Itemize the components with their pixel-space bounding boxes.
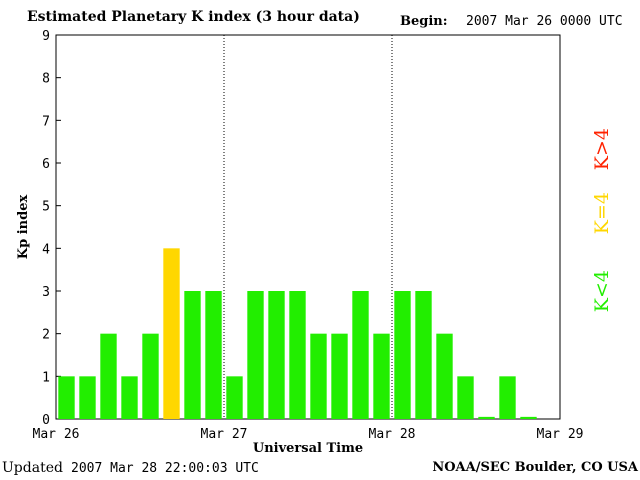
source-credit: NOAA/SEC Boulder, CO USA bbox=[432, 460, 638, 475]
legend-k-greater-4: K>4 bbox=[591, 128, 613, 171]
kp-bar bbox=[394, 291, 411, 419]
kp-bar bbox=[142, 333, 159, 419]
kp-bar bbox=[520, 416, 537, 419]
x-tick-label: Mar 28 bbox=[369, 427, 416, 442]
begin-value: 2007 Mar 26 0000 UTC bbox=[466, 14, 623, 29]
kp-bar bbox=[289, 291, 306, 419]
updated-label: Updated bbox=[2, 460, 63, 476]
y-tick-label: 4 bbox=[42, 242, 50, 257]
kp-bar bbox=[58, 376, 75, 419]
y-axis-label: Kp index bbox=[16, 195, 31, 260]
kp-bar bbox=[268, 291, 285, 419]
kp-bar bbox=[247, 291, 264, 419]
x-axis-label: Universal Time bbox=[253, 441, 363, 456]
chart-title: Estimated Planetary K index (3 hour data… bbox=[27, 9, 360, 25]
kp-bar bbox=[478, 416, 495, 419]
kp-bar bbox=[436, 333, 453, 419]
kp-bar bbox=[205, 291, 222, 419]
kp-bar bbox=[79, 376, 96, 419]
x-tick-label: Mar 27 bbox=[201, 427, 248, 442]
begin-label: Begin: bbox=[400, 14, 448, 29]
kp-bar bbox=[100, 333, 117, 419]
kp-bar bbox=[457, 376, 474, 419]
y-tick-label: 9 bbox=[42, 29, 50, 44]
x-tick-label: Mar 26 bbox=[33, 427, 80, 442]
y-tick-label: 1 bbox=[42, 370, 50, 385]
plot-frame bbox=[55, 34, 561, 420]
kp-bar bbox=[310, 333, 327, 419]
kp-bar bbox=[352, 291, 369, 419]
y-tick-label: 8 bbox=[42, 72, 50, 87]
y-tick-label: 7 bbox=[42, 114, 50, 129]
kp-bar bbox=[184, 291, 201, 419]
legend-k-less-4: K<4 bbox=[591, 270, 613, 313]
kp-bar bbox=[163, 248, 180, 419]
y-tick-label: 3 bbox=[42, 285, 50, 300]
kp-bar bbox=[121, 376, 138, 419]
y-tick-label: 0 bbox=[42, 413, 50, 428]
kp-bar bbox=[499, 376, 516, 419]
kp-bar bbox=[415, 291, 432, 419]
kp-bar bbox=[373, 333, 390, 419]
legend-k-equal-4: K=4 bbox=[591, 192, 613, 235]
x-tick-label: Mar 29 bbox=[537, 427, 584, 442]
y-tick-label: 2 bbox=[42, 328, 50, 343]
y-tick-label: 5 bbox=[42, 200, 50, 215]
kp-bar bbox=[331, 333, 348, 419]
updated-value: 2007 Mar 28 22:00:03 UTC bbox=[71, 461, 259, 476]
y-tick-label: 6 bbox=[42, 157, 50, 172]
kp-bar bbox=[226, 376, 243, 419]
